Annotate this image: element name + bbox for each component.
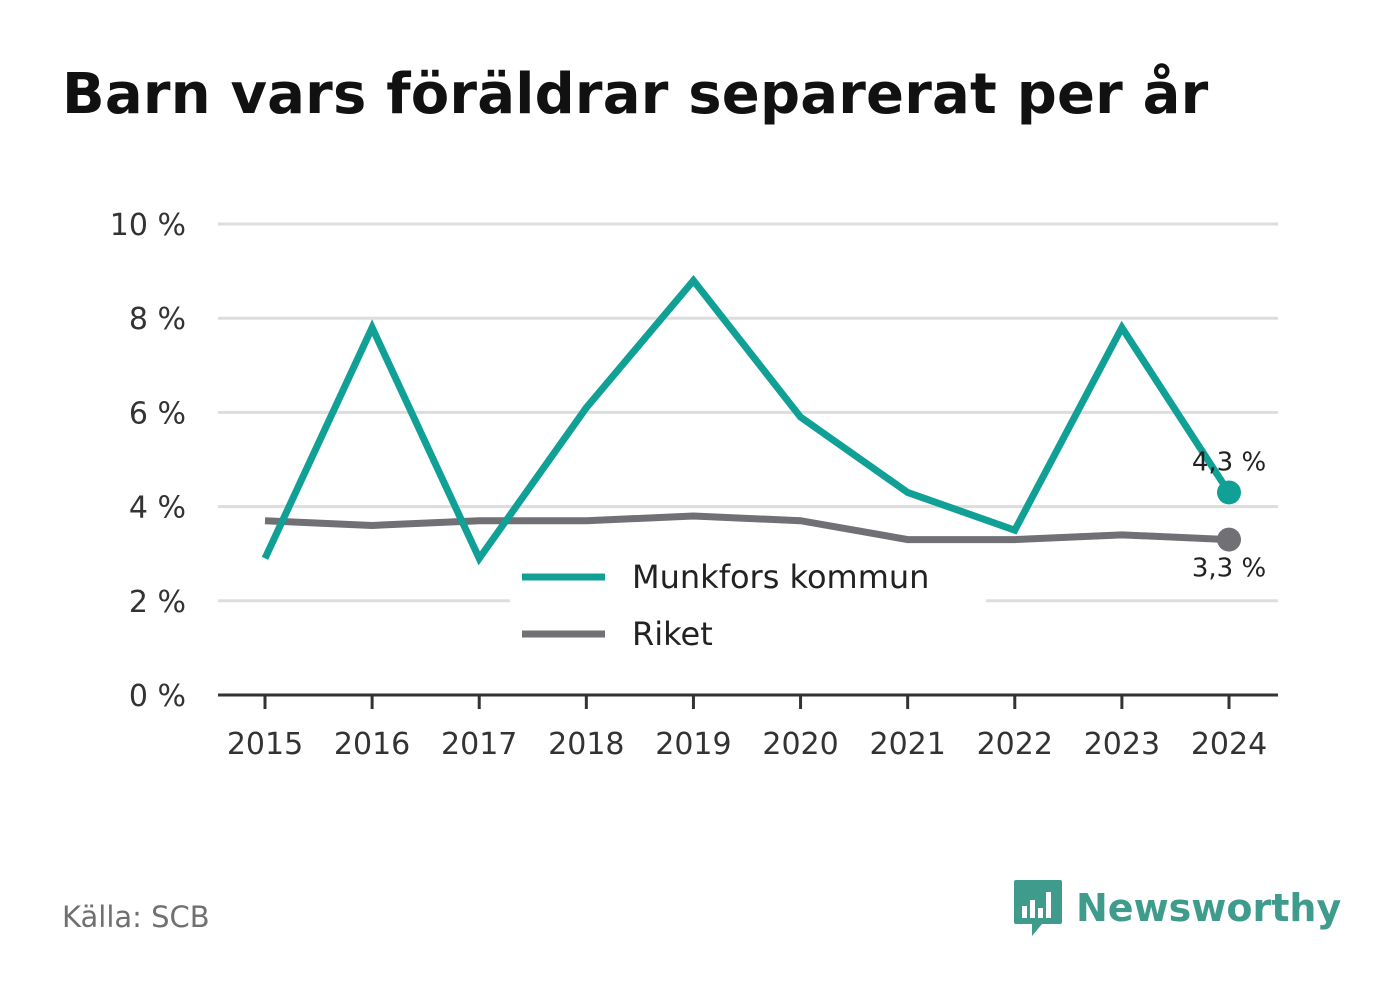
y-tick-label: 0 % <box>129 679 186 714</box>
x-tick-label: 2023 <box>1084 727 1160 762</box>
end-label-munkfors: 4,3 % <box>1192 447 1266 477</box>
end-label-riket: 3,3 % <box>1192 554 1266 584</box>
brand-name: Newsworthy <box>1076 886 1342 930</box>
data-point <box>1217 480 1241 505</box>
y-axis: 0 % 2 % 4 % 6 % 8 % 10 % <box>110 208 186 714</box>
series-lines <box>261 274 1241 566</box>
bar-chart-icon <box>1014 880 1062 936</box>
brand-logo: Newsworthy <box>1012 878 1341 938</box>
x-tick-label: 2024 <box>1191 727 1267 762</box>
x-tick-label: 2016 <box>334 727 410 762</box>
legend-label: Riket <box>632 615 713 653</box>
gridlines <box>218 222 1278 603</box>
y-tick-label: 10 % <box>110 208 186 243</box>
x-tick-label: 2015 <box>227 727 303 762</box>
x-axis: 2015 2016 2017 2018 2019 2020 2021 2022 2023 2024 <box>218 693 1278 762</box>
series-line-riket <box>264 512 1230 544</box>
x-tick-label: 2020 <box>762 727 838 762</box>
data-point <box>1217 527 1241 552</box>
chart-title: Barn vars föräldrar separerat per år <box>62 62 1209 127</box>
series-line-munkfors <box>261 274 1232 566</box>
legend-label: Munkfors kommun <box>632 558 929 596</box>
source-note: Källa: SCB <box>62 900 210 934</box>
end-labels: 4,3 % 3,3 % <box>1192 447 1266 583</box>
x-tick-label: 2019 <box>655 727 731 762</box>
y-tick-label: 8 % <box>129 302 186 337</box>
x-tick-label: 2021 <box>869 727 945 762</box>
y-tick-label: 6 % <box>129 396 186 431</box>
x-tick-label: 2022 <box>977 727 1053 762</box>
x-tick-label: 2018 <box>548 727 624 762</box>
y-tick-label: 2 % <box>129 585 186 620</box>
x-tick-label: 2017 <box>441 727 517 762</box>
y-tick-label: 4 % <box>129 491 186 526</box>
legend: Munkfors kommun Riket <box>510 548 986 653</box>
